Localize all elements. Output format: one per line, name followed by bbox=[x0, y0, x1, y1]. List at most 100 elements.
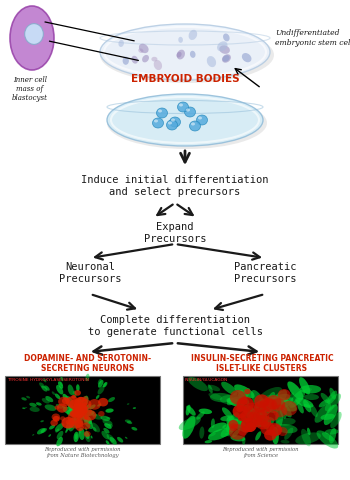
Ellipse shape bbox=[30, 407, 40, 412]
Ellipse shape bbox=[73, 413, 80, 423]
Ellipse shape bbox=[98, 380, 104, 388]
Ellipse shape bbox=[58, 381, 63, 389]
Ellipse shape bbox=[74, 420, 83, 428]
Ellipse shape bbox=[139, 44, 149, 53]
Ellipse shape bbox=[100, 27, 274, 83]
Ellipse shape bbox=[56, 404, 63, 409]
Ellipse shape bbox=[50, 420, 58, 426]
Ellipse shape bbox=[43, 379, 46, 383]
Ellipse shape bbox=[77, 411, 86, 417]
Ellipse shape bbox=[267, 411, 279, 421]
Ellipse shape bbox=[169, 117, 181, 127]
Ellipse shape bbox=[82, 422, 90, 430]
Ellipse shape bbox=[242, 437, 245, 445]
Ellipse shape bbox=[265, 395, 284, 403]
Ellipse shape bbox=[272, 397, 297, 411]
Ellipse shape bbox=[71, 412, 78, 418]
Ellipse shape bbox=[85, 406, 89, 410]
Ellipse shape bbox=[76, 399, 83, 413]
Ellipse shape bbox=[60, 416, 65, 421]
Ellipse shape bbox=[56, 437, 63, 446]
Ellipse shape bbox=[117, 437, 123, 443]
Ellipse shape bbox=[248, 416, 275, 427]
Ellipse shape bbox=[75, 420, 79, 429]
Ellipse shape bbox=[241, 418, 257, 432]
Ellipse shape bbox=[51, 413, 60, 420]
Ellipse shape bbox=[266, 392, 275, 409]
Ellipse shape bbox=[84, 431, 91, 437]
Ellipse shape bbox=[45, 404, 56, 411]
Ellipse shape bbox=[118, 40, 124, 47]
Ellipse shape bbox=[65, 396, 75, 408]
Ellipse shape bbox=[315, 403, 331, 423]
Ellipse shape bbox=[106, 440, 110, 445]
Ellipse shape bbox=[247, 405, 257, 413]
Ellipse shape bbox=[82, 414, 92, 424]
Ellipse shape bbox=[76, 412, 82, 418]
Ellipse shape bbox=[198, 117, 202, 120]
Ellipse shape bbox=[90, 411, 95, 414]
Ellipse shape bbox=[272, 427, 279, 444]
Ellipse shape bbox=[156, 108, 168, 118]
Ellipse shape bbox=[132, 56, 138, 64]
Ellipse shape bbox=[68, 412, 80, 423]
Ellipse shape bbox=[327, 391, 337, 404]
Ellipse shape bbox=[85, 427, 87, 431]
Ellipse shape bbox=[275, 424, 297, 433]
Ellipse shape bbox=[55, 406, 60, 409]
Ellipse shape bbox=[61, 377, 63, 381]
Ellipse shape bbox=[262, 398, 277, 411]
Ellipse shape bbox=[90, 405, 96, 409]
Ellipse shape bbox=[281, 401, 297, 416]
Ellipse shape bbox=[266, 395, 281, 409]
Ellipse shape bbox=[108, 423, 113, 427]
Ellipse shape bbox=[81, 396, 89, 408]
Ellipse shape bbox=[229, 423, 238, 431]
Ellipse shape bbox=[199, 408, 212, 414]
Ellipse shape bbox=[279, 403, 287, 419]
Ellipse shape bbox=[284, 428, 293, 440]
Ellipse shape bbox=[10, 6, 54, 70]
Ellipse shape bbox=[182, 416, 195, 439]
Ellipse shape bbox=[211, 419, 215, 428]
Ellipse shape bbox=[210, 393, 233, 402]
Ellipse shape bbox=[91, 435, 92, 439]
Text: Reproduced with permission
from Nature Biotechnology: Reproduced with permission from Nature B… bbox=[44, 447, 121, 458]
Ellipse shape bbox=[83, 416, 87, 420]
Ellipse shape bbox=[167, 120, 177, 130]
Ellipse shape bbox=[74, 408, 84, 417]
Ellipse shape bbox=[186, 108, 190, 111]
Ellipse shape bbox=[98, 386, 104, 395]
Ellipse shape bbox=[76, 424, 84, 431]
Ellipse shape bbox=[178, 37, 183, 43]
Ellipse shape bbox=[62, 397, 70, 404]
Ellipse shape bbox=[303, 400, 311, 412]
Ellipse shape bbox=[269, 390, 287, 410]
Ellipse shape bbox=[154, 60, 162, 70]
Text: Reproduced with permission
from Science: Reproduced with permission from Science bbox=[222, 447, 299, 458]
Ellipse shape bbox=[76, 413, 81, 417]
Ellipse shape bbox=[79, 418, 83, 426]
Ellipse shape bbox=[295, 432, 321, 444]
Ellipse shape bbox=[287, 382, 303, 400]
Ellipse shape bbox=[81, 407, 92, 416]
Ellipse shape bbox=[238, 414, 246, 421]
Ellipse shape bbox=[84, 410, 96, 420]
Ellipse shape bbox=[230, 390, 246, 405]
Ellipse shape bbox=[221, 382, 237, 395]
Ellipse shape bbox=[84, 404, 91, 411]
Ellipse shape bbox=[208, 384, 213, 393]
Ellipse shape bbox=[92, 414, 102, 420]
Ellipse shape bbox=[36, 402, 42, 406]
Ellipse shape bbox=[242, 425, 250, 433]
Ellipse shape bbox=[243, 403, 261, 419]
Ellipse shape bbox=[72, 411, 78, 417]
Text: EMBRYOID BODIES: EMBRYOID BODIES bbox=[131, 74, 239, 84]
Ellipse shape bbox=[100, 24, 270, 80]
Ellipse shape bbox=[103, 382, 107, 387]
Ellipse shape bbox=[68, 384, 74, 395]
Ellipse shape bbox=[55, 394, 60, 399]
Ellipse shape bbox=[82, 410, 94, 416]
Ellipse shape bbox=[75, 411, 83, 419]
Text: Expand
Precursors: Expand Precursors bbox=[144, 222, 206, 244]
